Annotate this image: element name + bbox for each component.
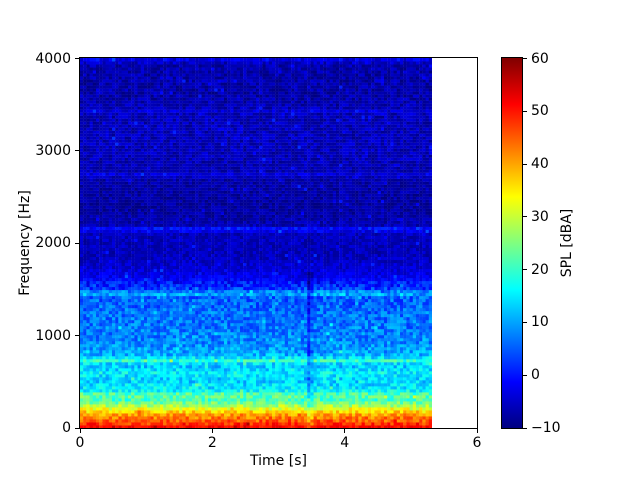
spectrogram-image [80,58,432,428]
cb-tick-mark [523,58,527,59]
x-tick-mark [344,429,346,433]
x-tick-label: 0 [75,435,85,451]
y-tick-label: 2000 [35,235,71,252]
y-tick-mark [75,427,79,429]
y-tick-mark [75,150,79,152]
x-tick-label: 2 [207,435,217,451]
cb-tick-label: 30 [531,208,549,225]
cb-tick-mark [523,216,527,218]
cb-tick-label: 40 [531,156,549,173]
y-tick-mark [75,242,79,244]
colorbar-label: SPL [dBA] [559,208,575,278]
x-axis-label: Time [s] [250,453,307,469]
x-tick-label: 6 [472,435,482,451]
cb-tick-mark [523,374,527,376]
y-tick-label: 4000 [35,50,71,67]
y-tick-label: 0 [62,420,71,436]
cb-tick-label: 0 [531,367,540,384]
x-tick-mark [79,429,81,433]
y-tick-mark [75,58,79,59]
cb-tick-mark [523,321,527,323]
cb-tick-label: 20 [531,261,549,278]
cb-tick-mark [523,163,527,165]
cb-tick-label: 50 [531,103,549,120]
y-tick-label: 3000 [35,142,71,159]
cb-tick-label: −10 [531,420,561,436]
colorbar [501,57,523,429]
x-tick-mark [211,429,213,433]
cb-tick-mark [523,269,527,271]
x-tick-label: 4 [340,435,350,451]
cb-tick-mark [523,427,527,429]
y-axis-label: Frequency [Hz] [17,190,33,296]
y-tick-label: 1000 [35,327,71,344]
cb-tick-label: 10 [531,314,549,331]
x-tick-mark [476,429,478,433]
cb-tick-mark [523,110,527,112]
plot-area [79,57,478,429]
y-tick-mark [75,335,79,337]
cb-tick-label: 60 [531,50,549,67]
